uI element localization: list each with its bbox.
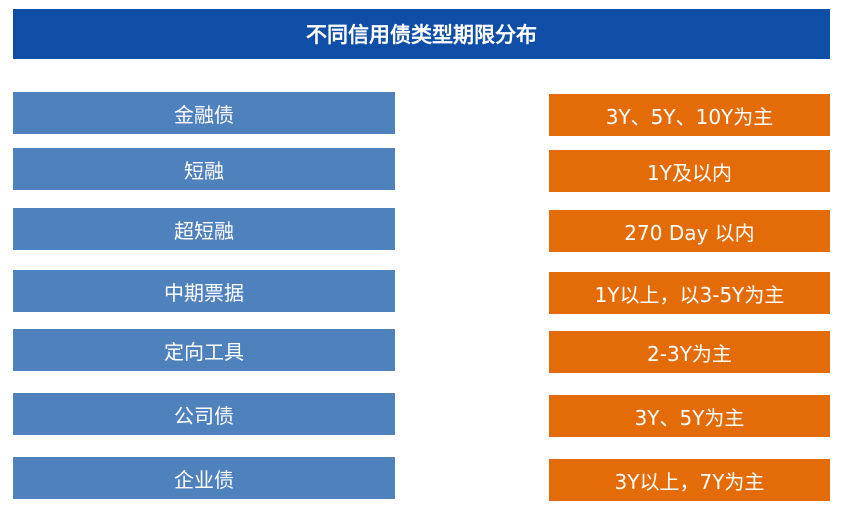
bond-type-enterprise: 企业债 — [13, 457, 395, 499]
term-enterprise: 3Y以上，7Y为主 — [549, 459, 830, 501]
bond-type-short-term: 短融 — [13, 148, 395, 190]
term-directed-instrument: 2-3Y为主 — [549, 331, 830, 373]
bond-type-financial: 金融债 — [13, 92, 395, 134]
bond-type-corporate: 公司债 — [13, 393, 395, 435]
term-medium-term-note: 1Y以上，以3-5Y为主 — [549, 272, 830, 314]
bond-type-directed-instrument: 定向工具 — [13, 329, 395, 371]
term-short-term: 1Y及以内 — [549, 150, 830, 192]
term-financial: 3Y、5Y、10Y为主 — [549, 94, 830, 136]
term-super-short-term: 270 Day 以内 — [549, 210, 830, 252]
page-title: 不同信用债类型期限分布 — [13, 9, 830, 59]
term-corporate: 3Y、5Y为主 — [549, 395, 830, 437]
bond-type-medium-term-note: 中期票据 — [13, 270, 395, 312]
bond-type-super-short-term: 超短融 — [13, 208, 395, 250]
